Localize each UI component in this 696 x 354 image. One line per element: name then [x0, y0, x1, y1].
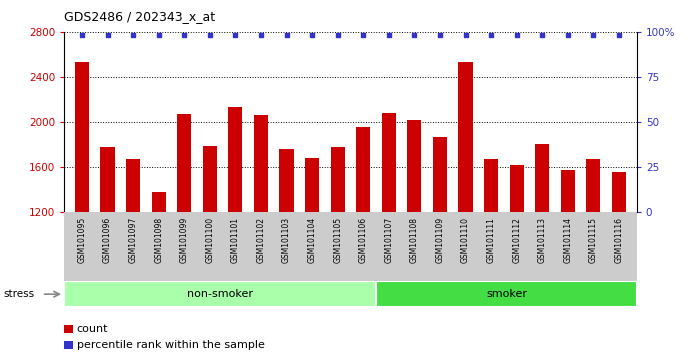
Bar: [433, 137, 447, 212]
Bar: [177, 114, 191, 212]
Point: [486, 32, 497, 38]
Bar: [152, 192, 166, 212]
Point: [409, 32, 420, 38]
Text: GSM101100: GSM101100: [205, 217, 214, 263]
Point: [102, 32, 113, 38]
Text: GSM101109: GSM101109: [436, 217, 445, 263]
Text: smoker: smoker: [487, 289, 527, 299]
Text: GSM101111: GSM101111: [487, 217, 496, 263]
Point: [204, 32, 215, 38]
Point: [588, 32, 599, 38]
Text: GSM101115: GSM101115: [589, 217, 598, 263]
Text: GSM101103: GSM101103: [282, 217, 291, 263]
Bar: [228, 108, 242, 212]
Bar: [126, 159, 140, 212]
Point: [281, 32, 292, 38]
Bar: [280, 149, 294, 212]
Text: GSM101097: GSM101097: [129, 217, 138, 263]
Point: [434, 32, 445, 38]
Bar: [561, 170, 575, 212]
Point: [77, 32, 88, 38]
Bar: [254, 115, 268, 212]
Text: count: count: [77, 324, 108, 334]
Point: [255, 32, 267, 38]
Bar: [377, 281, 637, 307]
Point: [537, 32, 548, 38]
Point: [127, 32, 139, 38]
Point: [306, 32, 317, 38]
Text: GSM101112: GSM101112: [512, 217, 521, 263]
Text: GSM101105: GSM101105: [333, 217, 342, 263]
Text: GSM101108: GSM101108: [410, 217, 419, 263]
Text: GSM101113: GSM101113: [538, 217, 547, 263]
Text: GSM101116: GSM101116: [615, 217, 624, 263]
Text: GSM101104: GSM101104: [308, 217, 317, 263]
Bar: [407, 120, 421, 212]
Point: [332, 32, 343, 38]
Point: [613, 32, 624, 38]
Point: [153, 32, 164, 38]
Point: [179, 32, 190, 38]
Text: GSM101099: GSM101099: [180, 217, 189, 263]
Bar: [586, 159, 601, 212]
Text: GSM101095: GSM101095: [77, 217, 86, 263]
Bar: [203, 146, 217, 212]
Text: GDS2486 / 202343_x_at: GDS2486 / 202343_x_at: [64, 10, 215, 23]
Bar: [75, 62, 89, 212]
Bar: [331, 147, 345, 212]
Bar: [535, 144, 549, 212]
Text: GSM101101: GSM101101: [231, 217, 240, 263]
Text: GSM101114: GSM101114: [563, 217, 572, 263]
Bar: [356, 127, 370, 212]
Point: [562, 32, 574, 38]
Point: [460, 32, 471, 38]
Text: non-smoker: non-smoker: [187, 289, 253, 299]
Point: [358, 32, 369, 38]
Text: GSM101102: GSM101102: [256, 217, 265, 263]
Text: percentile rank within the sample: percentile rank within the sample: [77, 340, 264, 350]
Bar: [612, 172, 626, 212]
Bar: [484, 159, 498, 212]
Bar: [100, 147, 115, 212]
Bar: [382, 113, 396, 212]
Text: GSM101096: GSM101096: [103, 217, 112, 263]
Text: GSM101110: GSM101110: [461, 217, 470, 263]
Bar: [64, 281, 377, 307]
Bar: [459, 62, 473, 212]
Text: GSM101106: GSM101106: [358, 217, 367, 263]
Text: stress: stress: [3, 289, 35, 299]
Text: GSM101107: GSM101107: [384, 217, 393, 263]
Bar: [305, 158, 319, 212]
Point: [383, 32, 395, 38]
Text: GSM101098: GSM101098: [154, 217, 163, 263]
Point: [511, 32, 522, 38]
Point: [230, 32, 241, 38]
Bar: [509, 165, 523, 212]
